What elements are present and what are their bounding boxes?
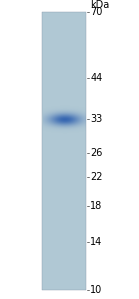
Text: 18: 18 bbox=[90, 201, 102, 211]
Text: 33: 33 bbox=[90, 115, 102, 124]
Text: 10: 10 bbox=[90, 285, 102, 295]
Text: 26: 26 bbox=[90, 149, 103, 158]
Text: 70: 70 bbox=[90, 7, 103, 17]
Text: kDa: kDa bbox=[90, 0, 109, 10]
Text: 14: 14 bbox=[90, 237, 102, 247]
Text: 44: 44 bbox=[90, 73, 102, 83]
Text: 22: 22 bbox=[90, 172, 103, 182]
Bar bbox=[42, 12, 86, 290]
